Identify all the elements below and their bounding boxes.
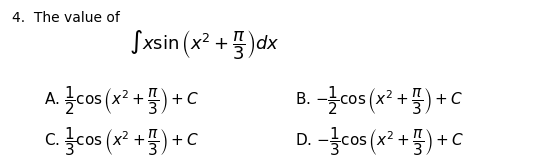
Text: $\int x \sin \left(x^2 + \dfrac{\pi}{3}\right) dx$: $\int x \sin \left(x^2 + \dfrac{\pi}{3}\… (129, 28, 279, 62)
Text: C. $\dfrac{1}{3}\cos\left(x^2+\dfrac{\pi}{3}\right)+C$: C. $\dfrac{1}{3}\cos\left(x^2+\dfrac{\pi… (44, 125, 199, 158)
Text: D. $-\dfrac{1}{3}\cos\left(x^2+\dfrac{\pi}{3}\right)+C$: D. $-\dfrac{1}{3}\cos\left(x^2+\dfrac{\p… (295, 125, 464, 158)
Text: 4.  The value of: 4. The value of (12, 11, 120, 25)
Text: B. $-\dfrac{1}{2}\cos\left(x^2+\dfrac{\pi}{3}\right)+C$: B. $-\dfrac{1}{2}\cos\left(x^2+\dfrac{\p… (295, 85, 463, 117)
Text: A. $\dfrac{1}{2}\cos\left(x^2+\dfrac{\pi}{3}\right)+C$: A. $\dfrac{1}{2}\cos\left(x^2+\dfrac{\pi… (44, 85, 199, 117)
